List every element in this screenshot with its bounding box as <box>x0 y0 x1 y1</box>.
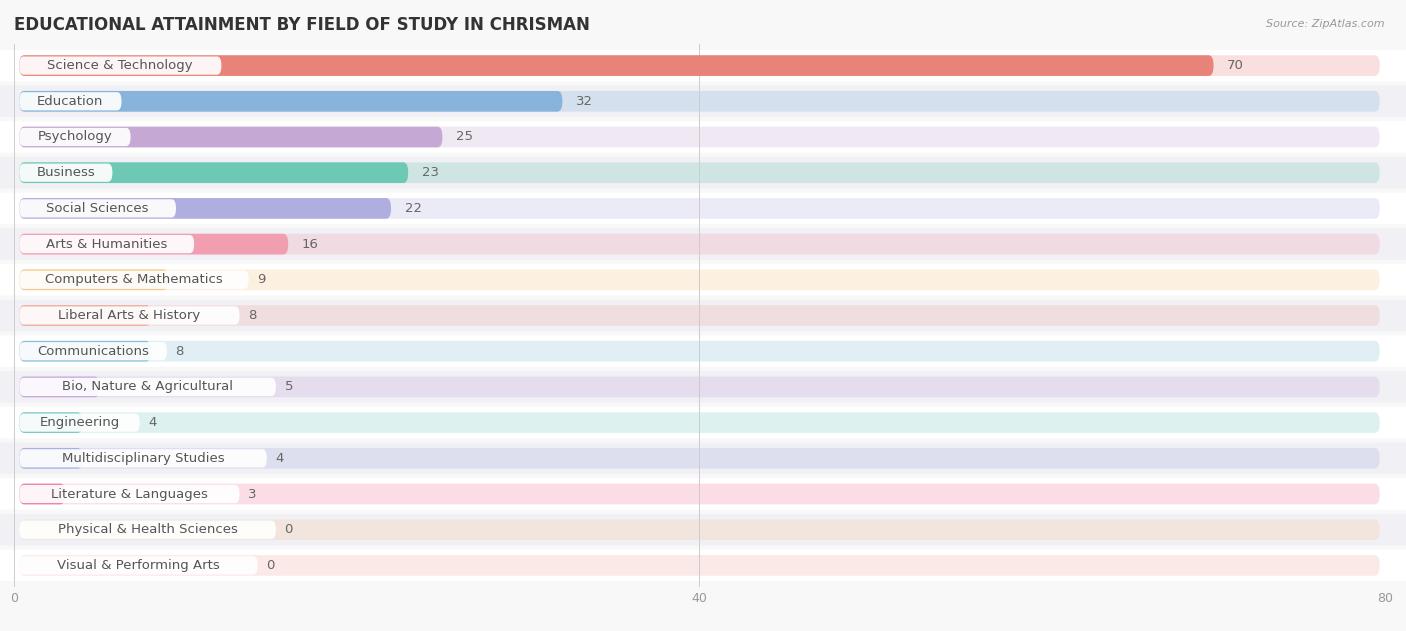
FancyBboxPatch shape <box>0 228 1406 260</box>
FancyBboxPatch shape <box>20 128 131 146</box>
FancyBboxPatch shape <box>20 412 1379 433</box>
Text: Source: ZipAtlas.com: Source: ZipAtlas.com <box>1267 19 1385 29</box>
FancyBboxPatch shape <box>0 121 1406 153</box>
FancyBboxPatch shape <box>20 519 1379 540</box>
Text: 3: 3 <box>247 488 257 500</box>
FancyBboxPatch shape <box>20 448 1379 469</box>
Text: 70: 70 <box>1227 59 1244 72</box>
FancyBboxPatch shape <box>20 377 1379 398</box>
FancyBboxPatch shape <box>20 448 83 469</box>
FancyBboxPatch shape <box>20 305 152 326</box>
FancyBboxPatch shape <box>20 92 121 110</box>
FancyBboxPatch shape <box>20 483 66 504</box>
FancyBboxPatch shape <box>20 91 562 112</box>
FancyBboxPatch shape <box>20 127 1379 148</box>
Text: Communications: Communications <box>37 345 149 358</box>
Text: 4: 4 <box>148 416 156 429</box>
FancyBboxPatch shape <box>20 269 169 290</box>
FancyBboxPatch shape <box>20 235 194 253</box>
FancyBboxPatch shape <box>20 271 249 289</box>
Text: 0: 0 <box>266 559 274 572</box>
FancyBboxPatch shape <box>20 56 1379 76</box>
FancyBboxPatch shape <box>0 300 1406 331</box>
Text: 25: 25 <box>456 131 474 143</box>
FancyBboxPatch shape <box>0 407 1406 439</box>
FancyBboxPatch shape <box>0 514 1406 545</box>
FancyBboxPatch shape <box>20 162 408 183</box>
FancyBboxPatch shape <box>20 378 276 396</box>
Text: 32: 32 <box>576 95 593 108</box>
FancyBboxPatch shape <box>20 521 276 539</box>
Text: Business: Business <box>37 166 96 179</box>
Text: 8: 8 <box>176 345 184 358</box>
Text: 5: 5 <box>284 380 292 393</box>
FancyBboxPatch shape <box>20 449 267 468</box>
Text: Social Sciences: Social Sciences <box>46 202 149 215</box>
FancyBboxPatch shape <box>20 307 239 324</box>
FancyBboxPatch shape <box>20 233 1379 254</box>
FancyBboxPatch shape <box>0 50 1406 81</box>
FancyBboxPatch shape <box>0 371 1406 403</box>
Text: Multidisciplinary Studies: Multidisciplinary Studies <box>62 452 225 465</box>
Text: 4: 4 <box>276 452 284 465</box>
FancyBboxPatch shape <box>0 478 1406 510</box>
FancyBboxPatch shape <box>20 485 239 503</box>
Text: Physical & Health Sciences: Physical & Health Sciences <box>58 523 238 536</box>
Text: Liberal Arts & History: Liberal Arts & History <box>58 309 201 322</box>
Text: Literature & Languages: Literature & Languages <box>51 488 208 500</box>
Text: 16: 16 <box>302 238 319 251</box>
FancyBboxPatch shape <box>20 163 112 182</box>
FancyBboxPatch shape <box>0 157 1406 189</box>
FancyBboxPatch shape <box>20 198 391 219</box>
Text: Visual & Performing Arts: Visual & Performing Arts <box>58 559 219 572</box>
FancyBboxPatch shape <box>20 199 176 218</box>
FancyBboxPatch shape <box>20 162 1379 183</box>
FancyBboxPatch shape <box>0 550 1406 581</box>
Text: 0: 0 <box>284 523 292 536</box>
Text: Arts & Humanities: Arts & Humanities <box>46 238 167 251</box>
FancyBboxPatch shape <box>20 56 1213 76</box>
FancyBboxPatch shape <box>20 127 443 148</box>
Text: 9: 9 <box>257 273 266 286</box>
FancyBboxPatch shape <box>20 341 1379 362</box>
Text: EDUCATIONAL ATTAINMENT BY FIELD OF STUDY IN CHRISMAN: EDUCATIONAL ATTAINMENT BY FIELD OF STUDY… <box>14 16 591 34</box>
Text: 22: 22 <box>405 202 422 215</box>
FancyBboxPatch shape <box>0 192 1406 224</box>
FancyBboxPatch shape <box>20 377 100 398</box>
Text: Education: Education <box>37 95 104 108</box>
FancyBboxPatch shape <box>20 413 139 432</box>
FancyBboxPatch shape <box>20 198 1379 219</box>
FancyBboxPatch shape <box>20 412 83 433</box>
FancyBboxPatch shape <box>0 264 1406 295</box>
Text: Bio, Nature & Agricultural: Bio, Nature & Agricultural <box>62 380 233 393</box>
FancyBboxPatch shape <box>20 483 1379 504</box>
FancyBboxPatch shape <box>20 57 221 74</box>
Text: Psychology: Psychology <box>38 131 112 143</box>
FancyBboxPatch shape <box>20 305 1379 326</box>
FancyBboxPatch shape <box>0 336 1406 367</box>
FancyBboxPatch shape <box>0 86 1406 117</box>
FancyBboxPatch shape <box>20 269 1379 290</box>
Text: Science & Technology: Science & Technology <box>48 59 193 72</box>
FancyBboxPatch shape <box>20 341 152 362</box>
FancyBboxPatch shape <box>20 557 257 574</box>
FancyBboxPatch shape <box>20 91 1379 112</box>
FancyBboxPatch shape <box>0 442 1406 474</box>
Text: Computers & Mathematics: Computers & Mathematics <box>45 273 222 286</box>
FancyBboxPatch shape <box>20 342 167 360</box>
FancyBboxPatch shape <box>20 233 288 254</box>
Text: Engineering: Engineering <box>39 416 120 429</box>
Text: 8: 8 <box>247 309 256 322</box>
FancyBboxPatch shape <box>20 555 1379 575</box>
Text: 23: 23 <box>422 166 439 179</box>
